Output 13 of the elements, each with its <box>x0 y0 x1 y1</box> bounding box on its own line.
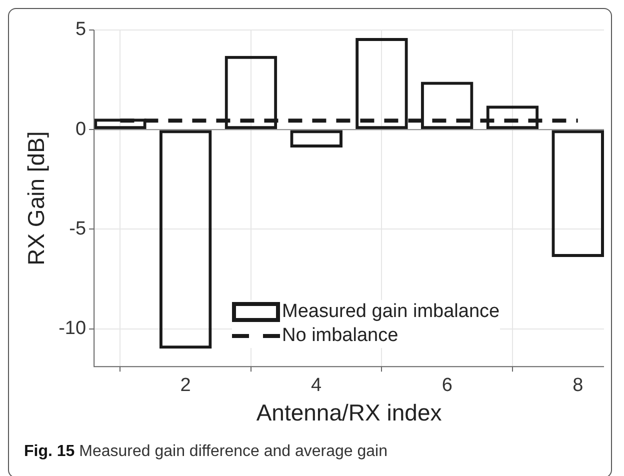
x-axis-title: Antenna/RX index <box>256 400 442 426</box>
legend-label: Measured gain imbalance <box>282 301 500 323</box>
x-tick-label: 4 <box>311 375 322 396</box>
y-tick-label: -5 <box>69 218 86 240</box>
caption: Fig. 15 Measured gain difference and average gain <box>24 443 388 461</box>
y-axis-title: RX Gain [dB] <box>23 131 50 266</box>
x-tick-label: 8 <box>572 375 584 396</box>
legend-label: No imbalance <box>282 325 398 347</box>
y-tick-label: 5 <box>75 19 86 40</box>
y-tick-label: 0 <box>75 118 86 140</box>
x-tick-label: 6 <box>442 375 452 396</box>
y-tick-label: -10 <box>58 318 86 339</box>
x-tick-label: 2 <box>180 375 191 396</box>
